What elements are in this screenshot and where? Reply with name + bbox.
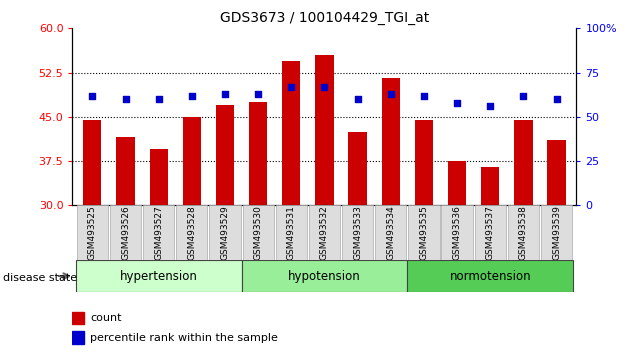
Bar bbox=[481, 167, 500, 205]
Bar bbox=[415, 120, 433, 205]
Text: count: count bbox=[90, 313, 122, 323]
FancyBboxPatch shape bbox=[375, 205, 406, 260]
Bar bbox=[149, 149, 168, 205]
Bar bbox=[216, 105, 234, 205]
Bar bbox=[282, 61, 301, 205]
Text: disease state: disease state bbox=[3, 273, 77, 283]
Point bbox=[286, 84, 296, 90]
Text: normotension: normotension bbox=[449, 270, 531, 282]
FancyBboxPatch shape bbox=[76, 260, 241, 292]
Point bbox=[88, 93, 98, 98]
Text: GSM493531: GSM493531 bbox=[287, 205, 296, 260]
FancyBboxPatch shape bbox=[442, 205, 472, 260]
FancyBboxPatch shape bbox=[541, 205, 572, 260]
Bar bbox=[547, 141, 566, 205]
Text: GSM493529: GSM493529 bbox=[220, 205, 229, 260]
Text: GSM493527: GSM493527 bbox=[154, 205, 163, 260]
FancyBboxPatch shape bbox=[342, 205, 373, 260]
Bar bbox=[117, 137, 135, 205]
Bar bbox=[72, 312, 84, 324]
Bar bbox=[382, 79, 400, 205]
Bar bbox=[316, 55, 333, 205]
Text: GSM493539: GSM493539 bbox=[552, 205, 561, 260]
Point bbox=[220, 91, 230, 97]
FancyBboxPatch shape bbox=[209, 205, 241, 260]
Bar bbox=[448, 161, 466, 205]
FancyBboxPatch shape bbox=[309, 205, 340, 260]
Text: percentile rank within the sample: percentile rank within the sample bbox=[90, 332, 278, 343]
Point bbox=[551, 96, 561, 102]
Point bbox=[253, 91, 263, 97]
FancyBboxPatch shape bbox=[474, 205, 506, 260]
FancyBboxPatch shape bbox=[243, 205, 273, 260]
Bar bbox=[514, 120, 532, 205]
FancyBboxPatch shape bbox=[508, 205, 539, 260]
Text: GSM493533: GSM493533 bbox=[353, 205, 362, 260]
Text: GSM493525: GSM493525 bbox=[88, 205, 97, 260]
FancyBboxPatch shape bbox=[276, 205, 307, 260]
Point bbox=[319, 84, 329, 90]
Text: GSM493534: GSM493534 bbox=[386, 205, 395, 260]
Text: GSM493535: GSM493535 bbox=[420, 205, 428, 260]
Text: GSM493537: GSM493537 bbox=[486, 205, 495, 260]
Bar bbox=[348, 132, 367, 205]
Point bbox=[419, 93, 429, 98]
FancyBboxPatch shape bbox=[408, 205, 440, 260]
Text: hypotension: hypotension bbox=[288, 270, 361, 282]
FancyBboxPatch shape bbox=[143, 205, 175, 260]
Text: GSM493536: GSM493536 bbox=[452, 205, 462, 260]
Text: GSM493532: GSM493532 bbox=[320, 205, 329, 260]
Point bbox=[485, 103, 495, 109]
FancyBboxPatch shape bbox=[241, 260, 408, 292]
Text: GSM493526: GSM493526 bbox=[121, 205, 130, 260]
FancyBboxPatch shape bbox=[110, 205, 141, 260]
Bar bbox=[83, 120, 101, 205]
Title: GDS3673 / 100104429_TGI_at: GDS3673 / 100104429_TGI_at bbox=[220, 11, 429, 24]
Bar bbox=[249, 102, 267, 205]
FancyBboxPatch shape bbox=[408, 260, 573, 292]
Bar bbox=[72, 331, 84, 344]
Text: GSM493528: GSM493528 bbox=[187, 205, 197, 260]
Point bbox=[353, 96, 363, 102]
Point bbox=[386, 91, 396, 97]
Point bbox=[518, 93, 529, 98]
Bar bbox=[183, 117, 201, 205]
Text: GSM493538: GSM493538 bbox=[519, 205, 528, 260]
Point bbox=[452, 100, 462, 105]
Point bbox=[120, 96, 130, 102]
FancyBboxPatch shape bbox=[77, 205, 108, 260]
Point bbox=[154, 96, 164, 102]
Text: hypertension: hypertension bbox=[120, 270, 198, 282]
Point bbox=[186, 93, 197, 98]
Text: GSM493530: GSM493530 bbox=[254, 205, 263, 260]
FancyBboxPatch shape bbox=[176, 205, 207, 260]
